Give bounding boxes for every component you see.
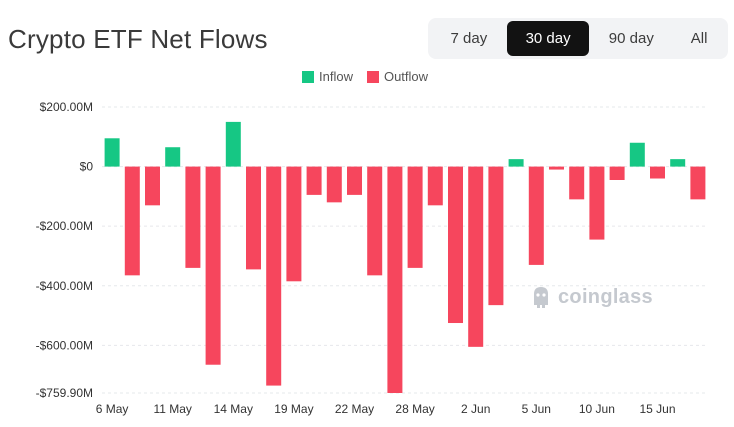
outflow-bar[interactable]	[387, 166, 403, 393]
outflow-bar[interactable]	[326, 166, 342, 203]
coinglass-watermark: coinglass	[530, 285, 653, 309]
outflow-bar[interactable]	[468, 166, 484, 347]
range-all-button[interactable]: All	[690, 30, 708, 47]
x-tick-label: 22 May	[335, 402, 374, 416]
outflow-bar[interactable]	[690, 166, 706, 200]
outflow-bar[interactable]	[367, 166, 383, 276]
outflow-bar[interactable]	[185, 166, 201, 268]
x-tick-label: 5 Jun	[522, 402, 551, 416]
outflow-bar[interactable]	[347, 166, 362, 195]
inflow-bar[interactable]	[508, 159, 524, 167]
y-tick-label: $200.00M	[40, 100, 93, 114]
inflow-bar[interactable]	[670, 159, 686, 167]
outflow-bar[interactable]	[589, 166, 605, 240]
outflow-bar[interactable]	[427, 166, 443, 206]
x-tick-label: 6 May	[96, 402, 129, 416]
outflow-bar[interactable]	[246, 166, 261, 270]
outflow-bar[interactable]	[306, 166, 322, 195]
x-tick-label: 19 May	[274, 402, 313, 416]
outflow-bar[interactable]	[488, 166, 504, 306]
range-90-day-button[interactable]: 90 day	[608, 30, 654, 47]
y-tick-label: -$759.90M	[36, 386, 93, 400]
y-tick-label: -$200.00M	[36, 219, 93, 233]
y-tick-label: $0	[80, 160, 94, 174]
y-tick-label: -$400.00M	[36, 279, 93, 293]
inflow-bar[interactable]	[225, 121, 241, 167]
outflow-bar[interactable]	[569, 166, 585, 200]
x-tick-label: 2 Jun	[461, 402, 490, 416]
outflow-bar[interactable]	[448, 166, 463, 324]
x-tick-label: 11 May	[153, 402, 191, 416]
outflow-bar[interactable]	[205, 166, 221, 365]
inflow-bar[interactable]	[104, 138, 120, 167]
legend-inflow-label: Inflow	[319, 69, 353, 84]
outflow-swatch	[366, 70, 379, 83]
legend-outflow-label: Outflow	[383, 69, 429, 84]
chart-legend: Inflow Outflow	[302, 69, 442, 84]
x-tick-label: 15 Jun	[639, 402, 675, 416]
outflow-bar[interactable]	[145, 166, 160, 206]
outflow-bar[interactable]	[266, 166, 282, 386]
inflow-swatch	[302, 70, 314, 83]
inflow-bar[interactable]	[165, 147, 181, 167]
outflow-bar[interactable]	[407, 166, 423, 268]
outflow-bar[interactable]	[549, 166, 564, 170]
inflow-bar[interactable]	[629, 142, 645, 167]
coinglass-logo-icon	[534, 287, 548, 308]
range-30-day-button[interactable]: 30 day	[506, 21, 590, 56]
outflow-bar[interactable]	[286, 166, 302, 282]
outflow-bar[interactable]	[609, 166, 625, 180]
watermark-text: coinglass	[558, 285, 653, 308]
x-tick-label: 10 Jun	[579, 402, 615, 416]
legend-inflow[interactable]: Inflow	[302, 69, 353, 84]
page-title: Crypto ETF Net Flows	[8, 24, 268, 54]
legend-outflow[interactable]: Outflow	[366, 69, 429, 84]
range-7-day-button[interactable]: 7 day	[450, 30, 488, 47]
y-tick-label: -$600.00M	[36, 338, 93, 352]
x-tick-label: 28 May	[395, 402, 434, 416]
outflow-bar[interactable]	[650, 166, 665, 179]
time-range-selector: 7 day 30 day 90 day All	[428, 18, 728, 59]
x-tick-label: 14 May	[214, 402, 253, 416]
outflow-bar[interactable]	[124, 166, 140, 276]
outflow-bar[interactable]	[528, 166, 544, 265]
